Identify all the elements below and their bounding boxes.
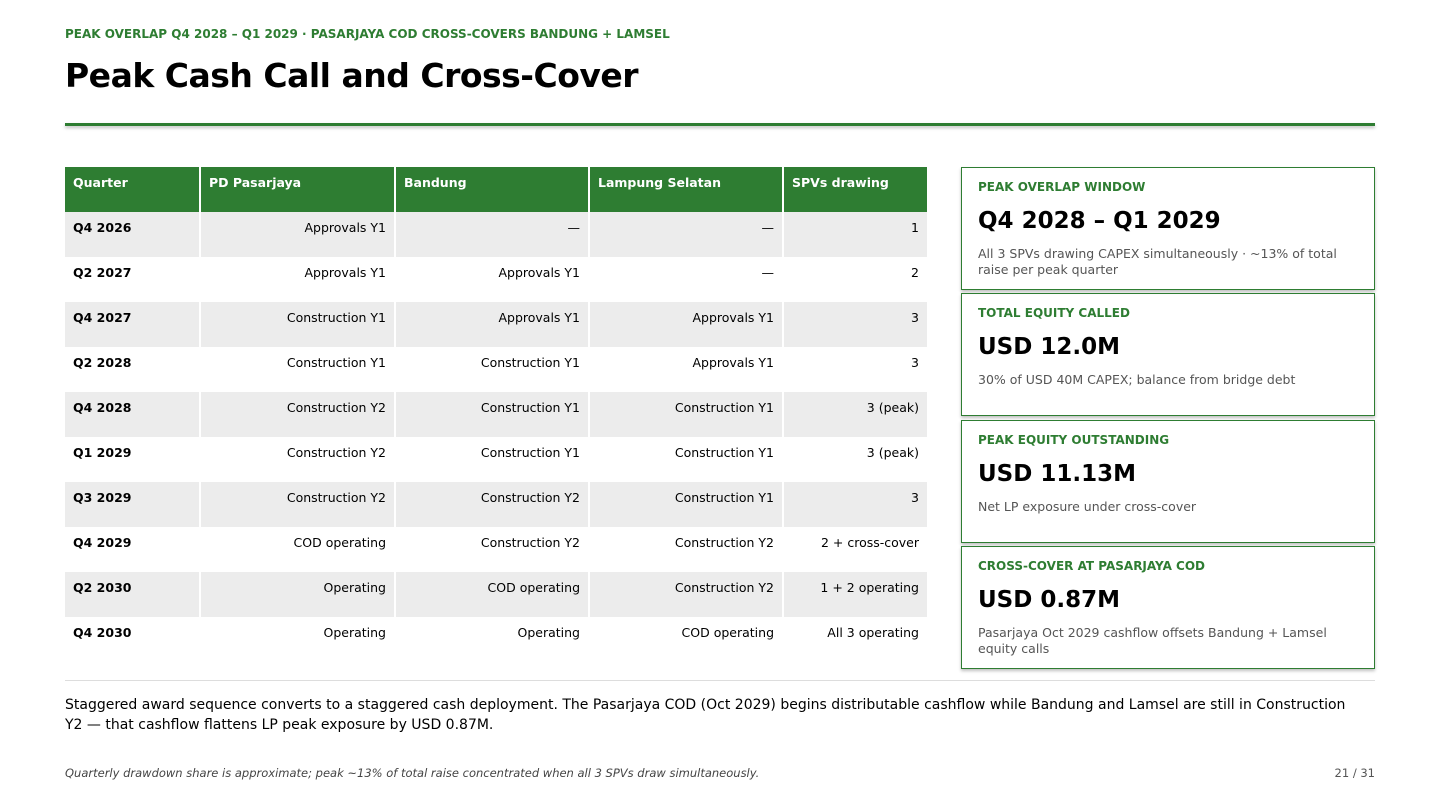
table-row: Q4 2030 Operating Operating COD operating Al… <box>65 617 929 662</box>
column-header: Quarter <box>65 167 201 212</box>
card-label: PEAK EQUITY OUTSTANDING <box>978 433 1170 447</box>
body-text: Staggered award sequence converts to a s… <box>65 697 1346 734</box>
table-cell: Q1 2029 <box>65 437 201 482</box>
table-row: Q2 2030 Operating COD operating Constructio… <box>65 572 929 617</box>
table-row: Q4 2027 Construction Y1 Approvals Y1 Approv… <box>65 302 929 347</box>
table-row: Q3 2029 Construction Y2 Construction Y2 Con… <box>65 482 929 527</box>
card-note: Net LP exposure under cross-cover <box>978 499 1197 514</box>
column-header: SPVs drawing <box>783 167 929 212</box>
table-cell: 3 <box>783 302 929 347</box>
card-label: TOTAL EQUITY CALLED <box>978 306 1130 320</box>
schedule-table: Quarter PD Pasarjaya Bandung Lampung Selata… <box>65 167 929 662</box>
table-row: Q4 2029 COD operating Construction Y2 Const… <box>65 527 929 572</box>
table-cell: — <box>589 257 784 302</box>
column-header: Lampung Selatan <box>589 167 784 212</box>
column-header: Bandung <box>395 167 590 212</box>
card-note: All 3 SPVs drawing CAPEX simultaneously … <box>978 246 1337 278</box>
table-cell: Construction Y2 <box>200 482 396 527</box>
table-cell: Operating <box>395 617 590 662</box>
table-cell: Approvals Y1 <box>395 257 590 302</box>
table-cell: Construction Y1 <box>200 302 396 347</box>
table-cell: 3 <box>783 482 929 527</box>
table-row: Q2 2028 Construction Y1 Construction Y1 App… <box>65 347 929 392</box>
title: Peak Cash Call and Cross-Cover <box>65 56 639 95</box>
card-label: CROSS-COVER AT PASARJAYA COD <box>978 559 1206 573</box>
table-cell: Construction Y1 <box>395 392 590 437</box>
table-cell: Construction Y2 <box>200 392 396 437</box>
table-cell: Construction Y1 <box>395 347 590 392</box>
table-cell: COD operating <box>200 527 396 572</box>
card-note: 30% of USD 40M CAPEX; balance from bridg… <box>978 372 1296 387</box>
table-cell: 3 (peak) <box>783 437 929 482</box>
card-value: USD 0.87M <box>978 587 1120 613</box>
stat-card: PEAK OVERLAP WINDOW Q4 2028 – Q1 2029 All … <box>961 167 1375 290</box>
table-cell: Approvals Y1 <box>200 212 396 257</box>
table-cell: Q4 2028 <box>65 392 201 437</box>
table-cell: Q4 2027 <box>65 302 201 347</box>
header-row: Quarter PD Pasarjaya Bandung Lampung Selata… <box>65 167 929 212</box>
table-cell: Approvals Y1 <box>589 302 784 347</box>
table-cell: — <box>589 212 784 257</box>
table-cell: 1 + 2 operating <box>783 572 929 617</box>
table-cell: Construction Y1 <box>589 392 784 437</box>
table-cell: 1 <box>783 212 929 257</box>
table-cell: Q2 2030 <box>65 572 201 617</box>
table-cell: Approvals Y1 <box>395 302 590 347</box>
card-label: PEAK OVERLAP WINDOW <box>978 180 1146 194</box>
card-note: Pasarjaya Oct 2029 cashflow offsets Band… <box>978 625 1327 657</box>
table-cell: Construction Y2 <box>589 572 784 617</box>
card-value: Q4 2028 – Q1 2029 <box>978 208 1221 234</box>
column-header: PD Pasarjaya <box>200 167 396 212</box>
table-cell: Construction Y1 <box>589 437 784 482</box>
divider <box>65 680 1375 681</box>
table-row: Q4 2028 Construction Y2 Construction Y1 Con… <box>65 392 929 437</box>
table-cell: 3 <box>783 347 929 392</box>
stat-card: TOTAL EQUITY CALLED USD 12.0M 30% of USD 4… <box>961 293 1375 416</box>
card-value: USD 12.0M <box>978 334 1120 360</box>
table-cell: Operating <box>200 617 396 662</box>
table-cell: Construction Y2 <box>395 527 590 572</box>
stat-card: CROSS-COVER AT PASARJAYA COD USD 0.87M Pas… <box>961 546 1375 669</box>
table-cell: Q2 2027 <box>65 257 201 302</box>
table-cell: All 3 operating <box>783 617 929 662</box>
table-cell: — <box>395 212 590 257</box>
table-cell: 2 + cross-cover <box>783 527 929 572</box>
table-cell: 3 (peak) <box>783 392 929 437</box>
table-cell: Q4 2026 <box>65 212 201 257</box>
table-cell: Q3 2029 <box>65 482 201 527</box>
table-cell: Construction Y2 <box>200 437 396 482</box>
table-cell: COD operating <box>589 617 784 662</box>
table-cell: Approvals Y1 <box>589 347 784 392</box>
stat-card: PEAK EQUITY OUTSTANDING USD 11.13M Net LP … <box>961 420 1375 543</box>
table-cell: Construction Y1 <box>200 347 396 392</box>
table-cell: Q4 2029 <box>65 527 201 572</box>
table-cell: Construction Y2 <box>395 482 590 527</box>
table-cell: Construction Y2 <box>589 527 784 572</box>
table-cell: COD operating <box>395 572 590 617</box>
card-value: USD 11.13M <box>978 461 1136 487</box>
table-row: Q4 2026 Approvals Y1— —1 <box>65 212 929 257</box>
table-row: Q2 2027 Approvals Y1 Approvals Y1—2 <box>65 257 929 302</box>
table-cell: Construction Y1 <box>395 437 590 482</box>
footer-note: Quarterly drawdown share is approximate;… <box>65 766 760 780</box>
table-cell: Q2 2028 <box>65 347 201 392</box>
table-cell: Approvals Y1 <box>200 257 396 302</box>
table-cell: Operating <box>200 572 396 617</box>
table-cell: Construction Y1 <box>589 482 784 527</box>
kicker: PEAK OVERLAP Q4 2028 – Q1 2029 · PASARJA… <box>65 27 670 41</box>
table-cell: 2 <box>783 257 929 302</box>
page-number: 21 / 31 <box>1334 766 1375 780</box>
rule <box>65 123 1375 126</box>
table-cell: Q4 2030 <box>65 617 201 662</box>
table-row: Q1 2029 Construction Y2 Construction Y1 Con… <box>65 437 929 482</box>
